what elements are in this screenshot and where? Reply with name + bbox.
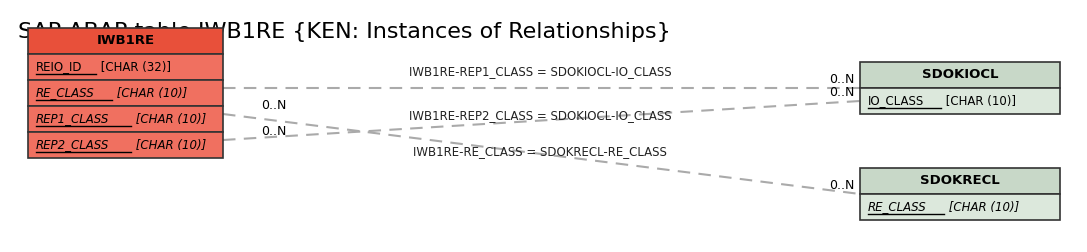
Text: REP2_CLASS: REP2_CLASS (36, 139, 110, 151)
Text: [CHAR (10)]: [CHAR (10)] (132, 139, 205, 151)
Text: [CHAR (10)]: [CHAR (10)] (941, 94, 1015, 108)
Text: REIO_ID: REIO_ID (36, 60, 83, 74)
Text: [CHAR (10)]: [CHAR (10)] (132, 112, 205, 125)
Text: 0..N: 0..N (261, 125, 286, 138)
Bar (28, 28, 223, 54)
Text: RE_CLASS: RE_CLASS (36, 86, 95, 100)
Text: [CHAR (32)]: [CHAR (32)] (97, 60, 171, 74)
Text: 0..N: 0..N (828, 179, 854, 192)
Text: REP1_CLASS: REP1_CLASS (36, 112, 110, 125)
Bar (28, 54, 223, 80)
Text: IWB1RE: IWB1RE (97, 35, 154, 47)
Text: 0..N: 0..N (828, 73, 854, 86)
Text: IWB1RE-RE_CLASS = SDOKRECL-RE_CLASS: IWB1RE-RE_CLASS = SDOKRECL-RE_CLASS (413, 145, 667, 158)
Text: SAP ABAP table IWB1RE {KEN: Instances of Relationships}: SAP ABAP table IWB1RE {KEN: Instances of… (18, 22, 671, 42)
Text: IWB1RE-REP1_CLASS = SDOKIOCL-IO_CLASS: IWB1RE-REP1_CLASS = SDOKIOCL-IO_CLASS (409, 65, 672, 78)
Bar (28, 80, 223, 106)
Bar (860, 88, 1060, 114)
Bar (28, 106, 223, 132)
Text: [CHAR (10)]: [CHAR (10)] (113, 86, 187, 100)
Text: RE_CLASS: RE_CLASS (869, 201, 927, 213)
Text: SDOKRECL: SDOKRECL (920, 174, 1000, 187)
Text: 0..N: 0..N (828, 86, 854, 99)
Bar (860, 194, 1060, 220)
Text: SDOKIOCL: SDOKIOCL (922, 69, 998, 81)
Bar (860, 168, 1060, 194)
Text: IO_CLASS: IO_CLASS (869, 94, 924, 108)
Text: 0..N: 0..N (261, 99, 286, 112)
Text: IWB1RE-REP2_CLASS = SDOKIOCL-IO_CLASS: IWB1RE-REP2_CLASS = SDOKIOCL-IO_CLASS (409, 109, 672, 122)
Bar (860, 62, 1060, 88)
Text: [CHAR (10)]: [CHAR (10)] (945, 201, 1019, 213)
Bar (28, 132, 223, 158)
